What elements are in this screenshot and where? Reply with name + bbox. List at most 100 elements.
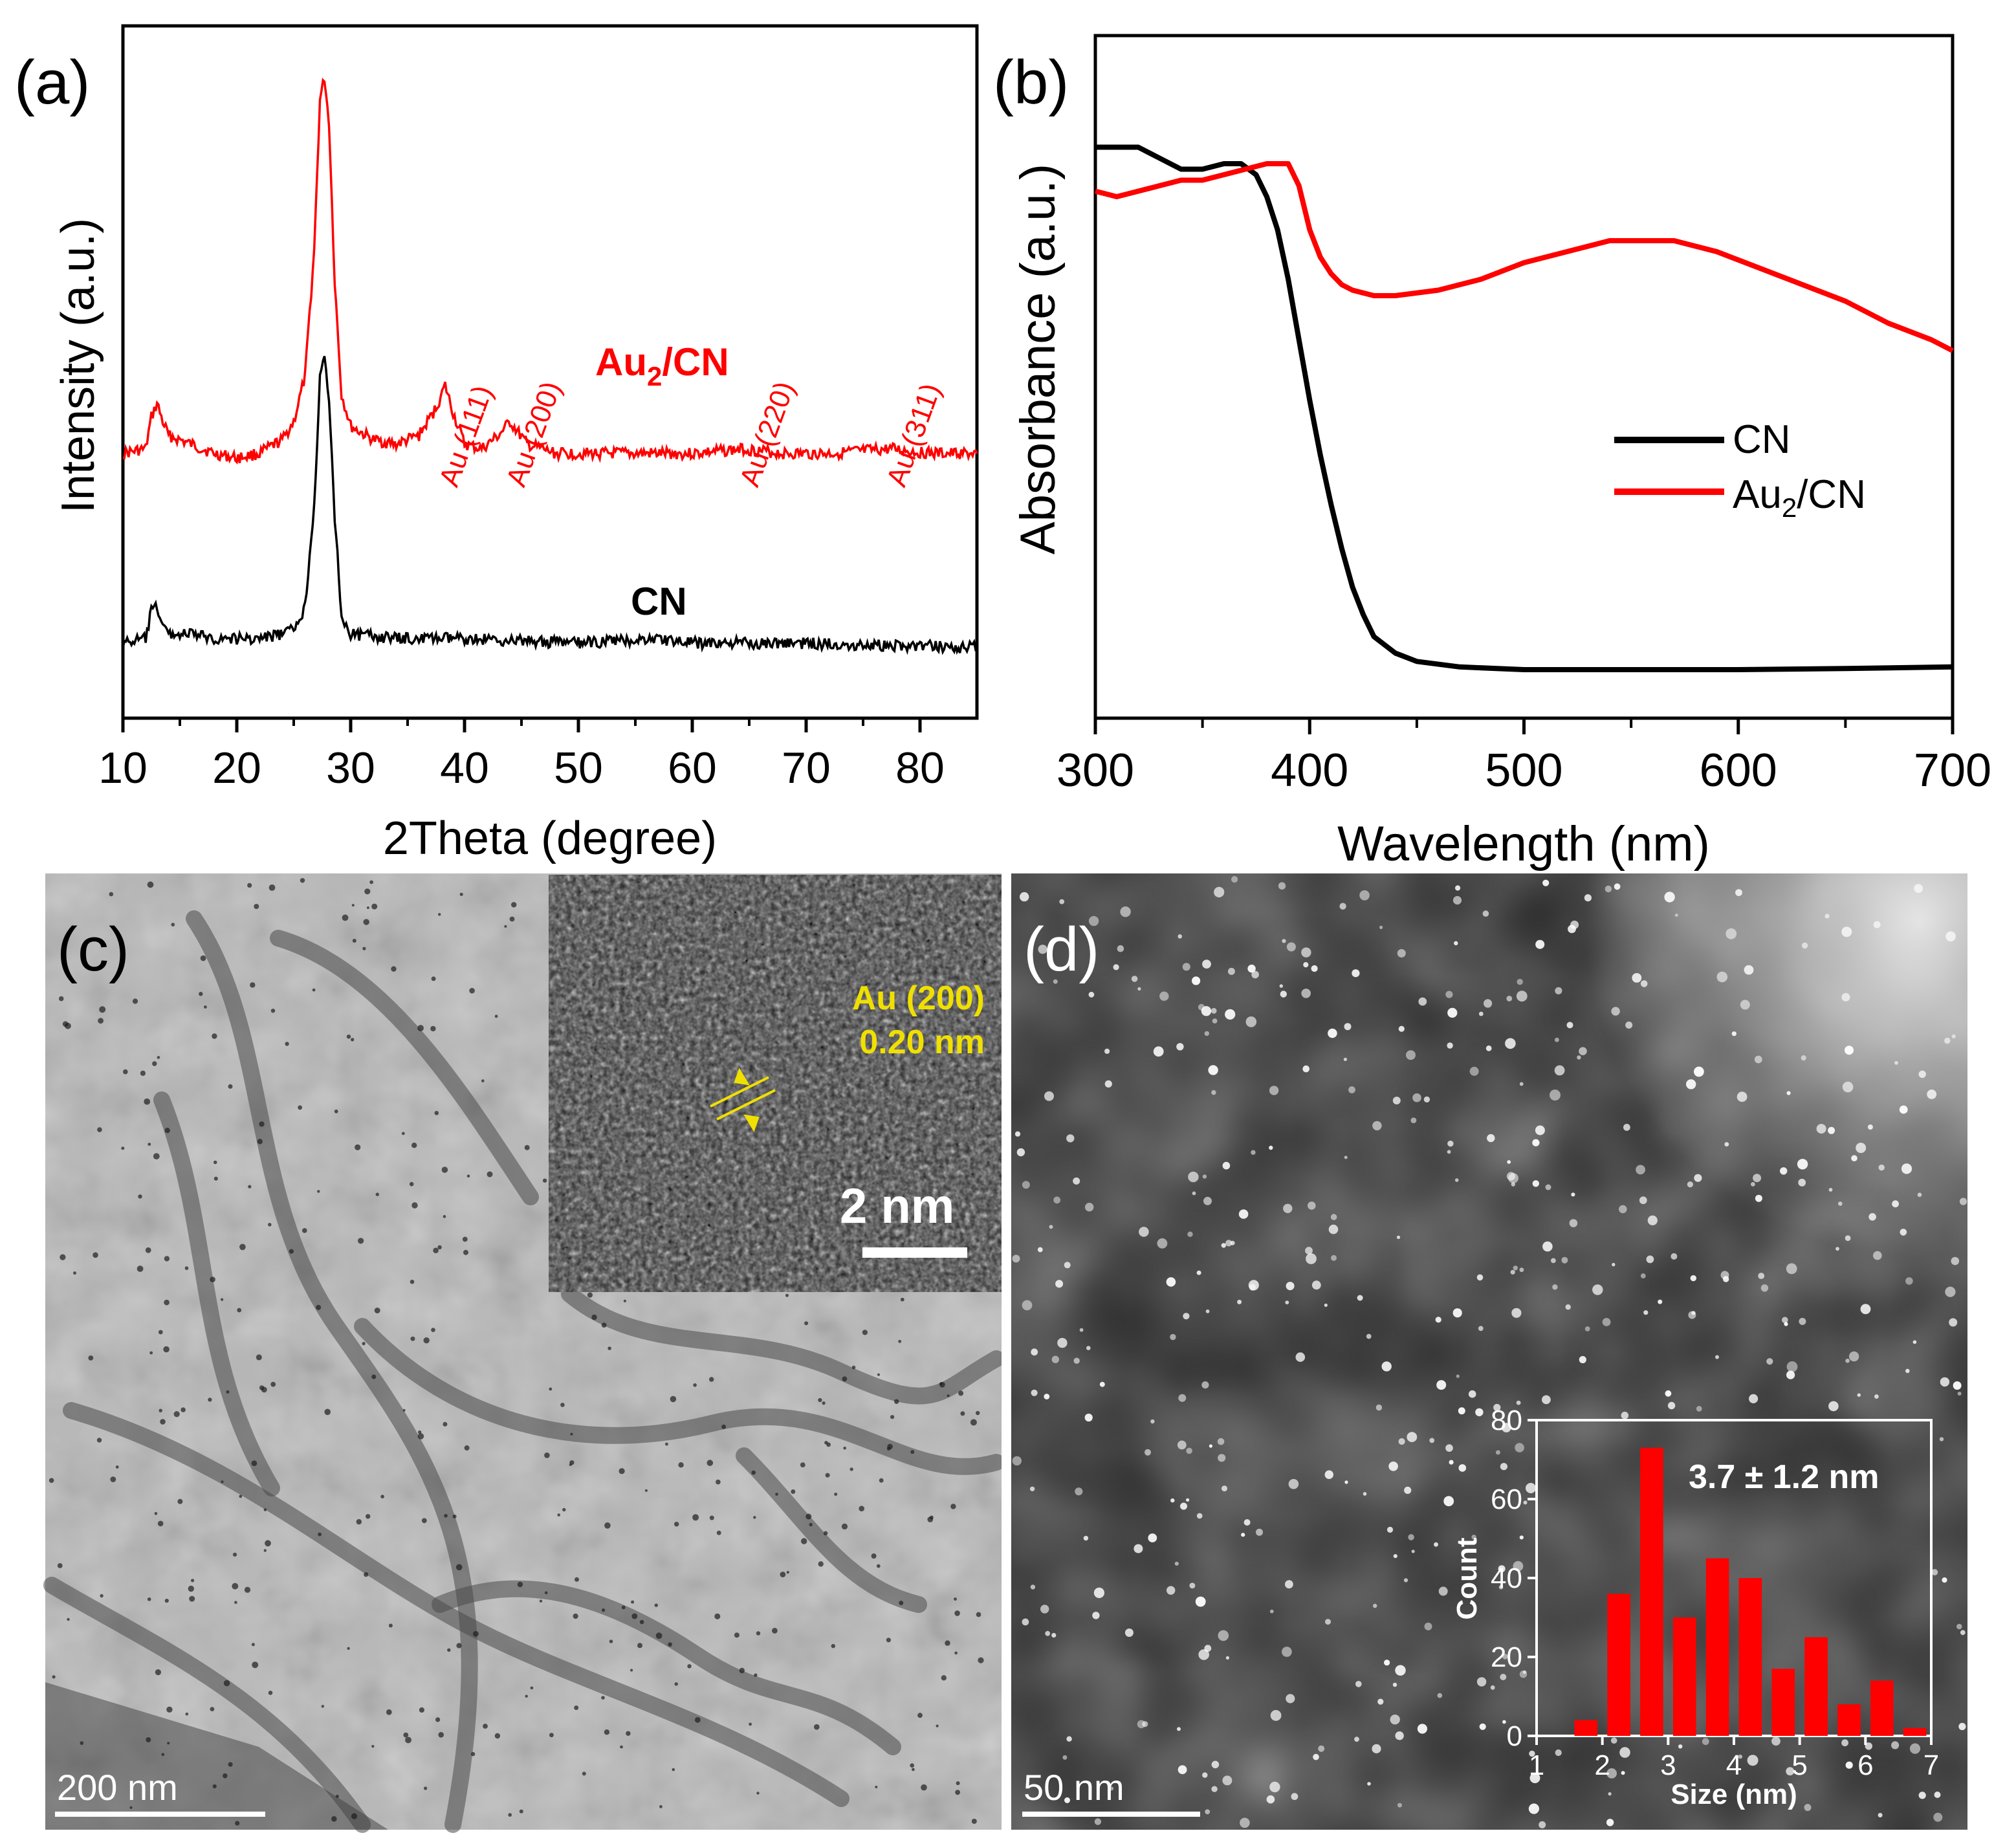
haadf-nanoparticle (1933, 1812, 1943, 1822)
haadf-nanoparticle (1285, 1300, 1289, 1304)
tem-nanoparticle (544, 1453, 550, 1458)
haadf-nanoparticle (1045, 1630, 1051, 1636)
tem-nanoparticle (418, 1430, 422, 1434)
uvvis-x-axis-label: Wavelength (nm) (1337, 817, 1710, 872)
tem-nanoparticle (444, 1514, 448, 1518)
tem-nanoparticle (955, 1790, 960, 1795)
tem-nanoparticle (978, 1657, 984, 1663)
tem-nanoparticle (121, 1146, 125, 1150)
tem-nanoparticle (602, 1608, 606, 1612)
haadf-nanoparticle (1619, 1205, 1627, 1214)
histogram-bar (1870, 1680, 1894, 1736)
tem-nanoparticle (753, 1516, 756, 1519)
tem-nanoparticle (109, 892, 114, 897)
haadf-nanoparticle (1766, 1358, 1773, 1365)
tem-nanoparticle (462, 1236, 468, 1242)
haadf-nanoparticle (1209, 1444, 1212, 1448)
haadf-nanoparticle (1398, 1438, 1405, 1445)
haadf-nanoparticle (1513, 1266, 1518, 1271)
xrd-x-tick-label: 50 (554, 743, 603, 793)
tem-nanoparticle (438, 913, 441, 916)
haadf-nanoparticle (1270, 1710, 1282, 1721)
tem-nanoparticle (239, 1244, 246, 1251)
tem-nanoparticle (129, 1806, 133, 1809)
haadf-nanoparticle (1665, 1390, 1672, 1397)
haadf-nanoparticle (1519, 1535, 1524, 1540)
haadf-nanoparticle (1848, 1351, 1859, 1362)
tem-nanoparticle (364, 888, 371, 895)
haadf-nanoparticle (1828, 1126, 1835, 1134)
hrtem-label-spacing: 0.20 nm (859, 1024, 985, 1061)
haadf-nanoparticle (1117, 945, 1124, 952)
haadf-nanoparticle (1085, 1203, 1094, 1212)
haadf-nanoparticle (1579, 1355, 1586, 1364)
tem-nanoparticle (212, 1033, 217, 1039)
haadf-nanoparticle (1240, 1817, 1250, 1828)
haadf-nanoparticle (1062, 1755, 1068, 1760)
haadf-nanoparticle (1894, 1060, 1898, 1065)
histogram-y-tick-label: 20 (1491, 1641, 1522, 1673)
haadf-nanoparticle (1899, 1105, 1908, 1114)
tem-nanoparticle (544, 1591, 548, 1595)
haadf-nanoparticle (1498, 1565, 1506, 1573)
tem-nanoparticle (678, 1462, 684, 1468)
tem-nanoparticle (694, 1716, 701, 1723)
haadf-nanoparticle (1407, 1432, 1418, 1443)
xrd-x-tick-label: 60 (668, 743, 717, 793)
tem-nanoparticle (818, 1398, 822, 1403)
tem-nanoparticle (171, 923, 175, 926)
haadf-nanoparticle (1379, 925, 1383, 929)
tem-nanoparticle (188, 1585, 194, 1592)
haadf-nanoparticle (1455, 885, 1461, 891)
haadf-nanoparticle (1278, 882, 1286, 890)
tem-nanoparticle (494, 1014, 498, 1018)
haadf-nanoparticle (1282, 1647, 1292, 1657)
tem-nanoparticle (687, 1664, 692, 1669)
tem-nanoparticle (300, 878, 305, 883)
tem-nanoparticle (630, 1669, 633, 1672)
tem-nanoparticle (621, 1605, 626, 1610)
haadf-nanoparticle (1841, 926, 1852, 937)
xrd-x-axis-label: 2Theta (degree) (383, 813, 717, 864)
panel-a-letter: (a) (14, 48, 90, 117)
tem-nanoparticle (247, 883, 252, 888)
haadf-nanoparticle (1238, 1209, 1249, 1219)
haadf-nanoparticle (1845, 1761, 1853, 1769)
haadf-nanoparticle (1912, 1340, 1917, 1344)
haadf-nanoparticle (1177, 1727, 1181, 1731)
tem-nanoparticle (825, 1473, 830, 1478)
haadf-nanoparticle (1452, 895, 1462, 905)
tem-nanoparticle (756, 1792, 760, 1795)
haadf-nanoparticle (1212, 1018, 1218, 1024)
tem-nanoparticle (509, 916, 515, 922)
haadf-nanoparticle (1517, 978, 1523, 985)
haadf-nanoparticle (1905, 1277, 1913, 1285)
tem-nanoparticle (424, 1786, 428, 1790)
haadf-nanoparticle (1137, 987, 1141, 991)
xrd-peak-label: Au (311) (881, 379, 947, 490)
tem-nanoparticle (655, 1632, 663, 1639)
haadf-nanoparticle (1577, 1055, 1581, 1060)
tem-nanoparticle (191, 1579, 195, 1583)
haadf-nanoparticle (1555, 1037, 1559, 1042)
haadf-nanoparticle (1458, 1407, 1465, 1415)
tem-nanoparticle (342, 914, 349, 921)
tem-nanoparticle (388, 1623, 393, 1628)
tem-nanoparticle (321, 1705, 324, 1708)
tem-nanoparticle (159, 1409, 162, 1412)
haadf-nanoparticle (1437, 1693, 1443, 1698)
haadf-nanoparticle (1381, 1361, 1392, 1372)
haadf-nanoparticle (1269, 1781, 1280, 1793)
xrd-peak-label: Au (220) (734, 377, 801, 490)
haadf-nanoparticle (1170, 1333, 1176, 1341)
tem-nanoparticle (709, 1377, 714, 1382)
haadf-nanoparticle (1475, 1408, 1484, 1416)
haadf-nanoparticle (1506, 1172, 1515, 1181)
hrtem-scalebar-label: 2 nm (840, 1179, 954, 1234)
haadf-nanoparticle (1170, 1498, 1175, 1503)
xrd-peak-label: Au (200) (500, 377, 567, 490)
haadf-nanoparticle (1227, 967, 1235, 975)
haadf-nanoparticle (1639, 1196, 1647, 1205)
haadf-nanoparticle (1231, 876, 1238, 883)
